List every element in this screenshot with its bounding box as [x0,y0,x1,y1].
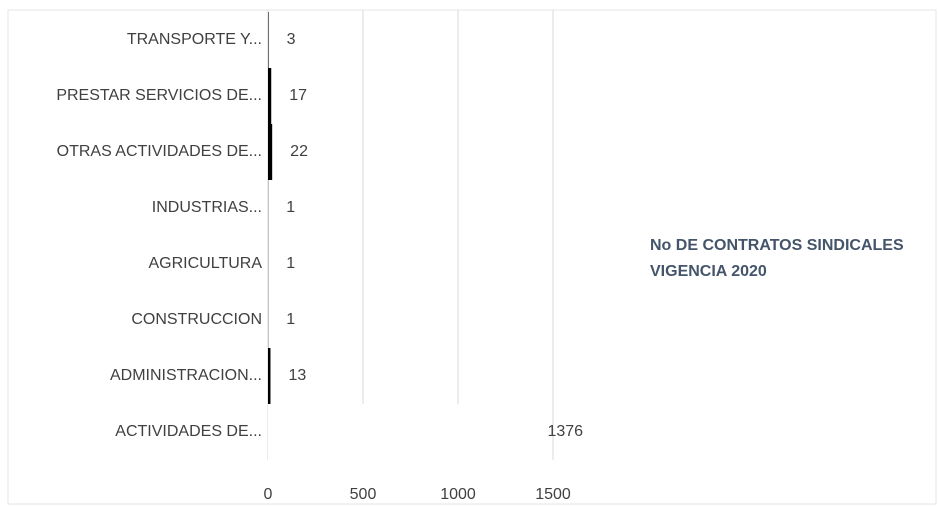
legend-entry: No DE CONTRATOS SINDICALES VIGENCIA 2020 [650,237,904,280]
bar [268,124,273,180]
y-tick-label: OTRAS ACTIVIDADES DE... [57,143,262,160]
x-tick-label: 1500 [535,486,571,503]
data-label: 22 [290,143,308,160]
y-tick-label: ACTIVIDADES DE... [115,423,262,440]
data-label: 1 [286,311,295,328]
bar [268,348,271,404]
y-tick-label: TRANSPORTE Y... [127,31,262,48]
data-label: 3 [287,31,296,48]
bar [268,12,269,68]
data-label: 1376 [547,423,583,440]
data-label: 17 [289,87,307,104]
y-tick-label: INDUSTRIAS... [152,199,262,216]
y-tick-label: ADMINISTRACION... [110,367,262,384]
x-tick-label: 0 [264,486,273,503]
bar [268,404,530,460]
bar [268,68,272,124]
data-label: 13 [288,367,306,384]
x-tick-label: 1000 [440,486,476,503]
data-label: 1 [286,255,295,272]
data-label: 1 [286,199,295,216]
y-tick-label: PRESTAR SERVICIOS DE... [56,87,262,104]
x-tick-label: 500 [350,486,377,503]
y-tick-label: CONSTRUCCION [131,311,262,328]
y-tick-label: AGRICULTURA [149,255,263,272]
chart-border [7,9,937,505]
